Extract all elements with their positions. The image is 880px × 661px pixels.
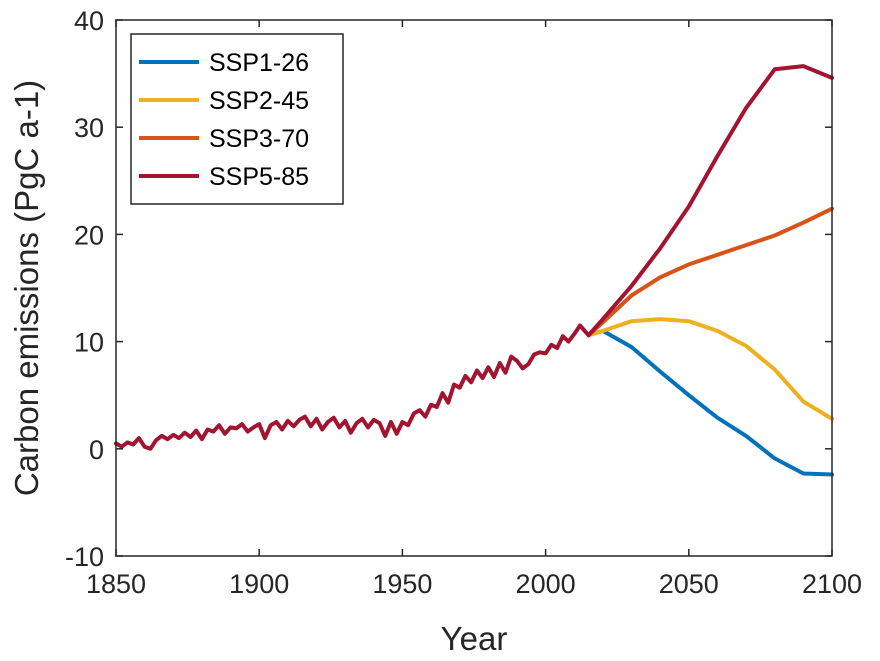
x-axis-label: Year [441, 620, 508, 657]
series-line-ssp1-26 [586, 328, 834, 477]
series-line-historical [114, 323, 591, 451]
y-tick-label: 0 [89, 435, 104, 465]
x-tick-label: 1950 [372, 569, 432, 599]
legend-label: SSP2-45 [209, 87, 309, 115]
y-tick-label: 10 [74, 328, 104, 358]
series-line-ssp5-85 [586, 64, 834, 338]
legend-label: SSP5-85 [209, 163, 309, 191]
y-tick-label: 40 [74, 6, 104, 36]
plot-frame [115, 19, 833, 557]
legend: SSP1-26 SSP2-45 SSP3-70 SSP5-85 [130, 33, 344, 205]
x-tick-label: 1900 [229, 569, 289, 599]
y-tick-label: -10 [65, 542, 104, 572]
series-line-ssp3-70 [586, 206, 834, 338]
legend-label: SSP3-70 [209, 125, 309, 153]
y-axis-label: Carbon emissions (PgC a-1) [8, 80, 45, 496]
x-tick-label: 2050 [659, 569, 719, 599]
legend-label: SSP1-26 [209, 49, 309, 77]
y-tick-label: 20 [74, 220, 104, 250]
y-tick-label: 30 [74, 113, 104, 143]
x-tick-label: 2000 [516, 569, 576, 599]
x-tick-label: 2100 [802, 569, 862, 599]
x-tick-label: 1850 [86, 569, 146, 599]
series-line-ssp2-45 [586, 317, 834, 421]
